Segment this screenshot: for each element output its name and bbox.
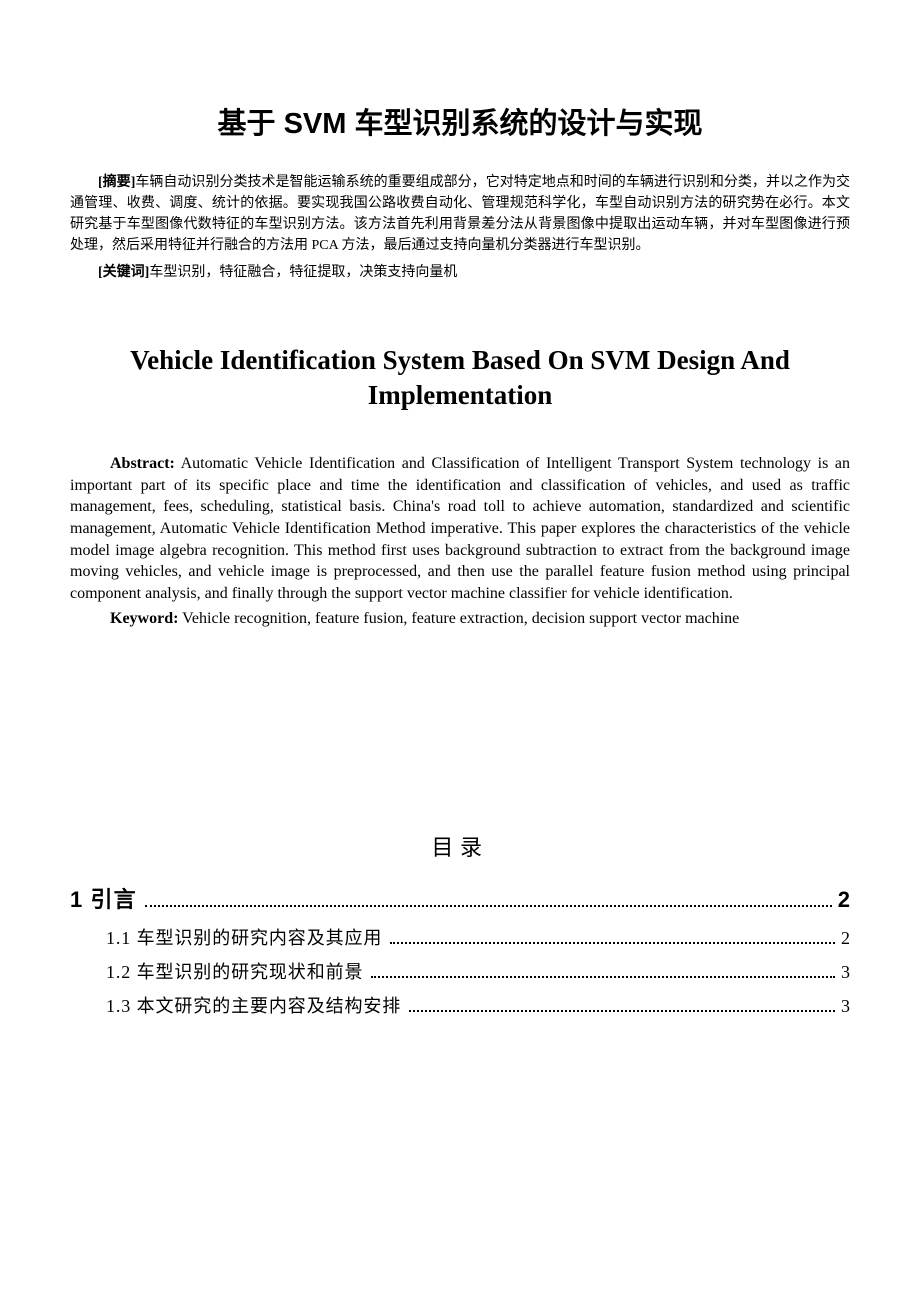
title-chinese: 基于 SVM 车型识别系统的设计与实现	[70, 100, 850, 142]
keywords-en-label: Keyword:	[110, 610, 178, 627]
abstract-cn-text: 车辆自动识别分类技术是智能运输系统的重要组成部分，它对特定地点和时间的车辆进行识…	[70, 175, 850, 253]
keywords-english: Keyword: Vehicle recognition, feature fu…	[70, 608, 850, 630]
keywords-chinese: [关键词]车型识别，特征融合，特征提取，决策支持向量机	[70, 262, 850, 283]
toc-entry-label: 1.2 车型识别的研究现状和前景	[106, 958, 363, 984]
toc-entry: 1.2 车型识别的研究现状和前景 3	[70, 958, 850, 984]
toc-entry-label: 1.3 本文研究的主要内容及结构安排	[106, 992, 401, 1018]
abstract-en-label: Abstract:	[110, 455, 175, 472]
abstract-en-text: Automatic Vehicle Identification and Cla…	[70, 455, 850, 602]
toc-entry-label: 1 引言	[70, 882, 137, 914]
toc-dots	[390, 942, 835, 944]
toc-entry: 1.1 车型识别的研究内容及其应用 2	[70, 924, 850, 950]
toc-entry-page: 3	[841, 962, 850, 983]
keywords-en-text: Vehicle recognition, feature fusion, fea…	[178, 610, 739, 627]
keywords-cn-label: [关键词]	[98, 265, 149, 280]
title-english: Vehicle Identification System Based On S…	[70, 343, 850, 413]
toc-entry: 1 引言 2	[70, 882, 850, 914]
toc-entry-page: 2	[841, 928, 850, 949]
toc-dots	[145, 905, 832, 907]
abstract-chinese: [摘要]车辆自动识别分类技术是智能运输系统的重要组成部分，它对特定地点和时间的车…	[70, 172, 850, 256]
toc-entry-page: 2	[838, 887, 850, 913]
toc-title: 目录	[70, 830, 850, 862]
keywords-cn-text: 车型识别，特征融合，特征提取，决策支持向量机	[149, 265, 457, 280]
toc-entry: 1.3 本文研究的主要内容及结构安排 3	[70, 992, 850, 1018]
abstract-english: Abstract: Automatic Vehicle Identificati…	[70, 453, 850, 604]
toc-dots	[371, 976, 835, 978]
toc-dots	[409, 1010, 835, 1012]
toc-entry-page: 3	[841, 996, 850, 1017]
abstract-cn-label: [摘要]	[98, 175, 135, 190]
toc-entry-label: 1.1 车型识别的研究内容及其应用	[106, 924, 382, 950]
